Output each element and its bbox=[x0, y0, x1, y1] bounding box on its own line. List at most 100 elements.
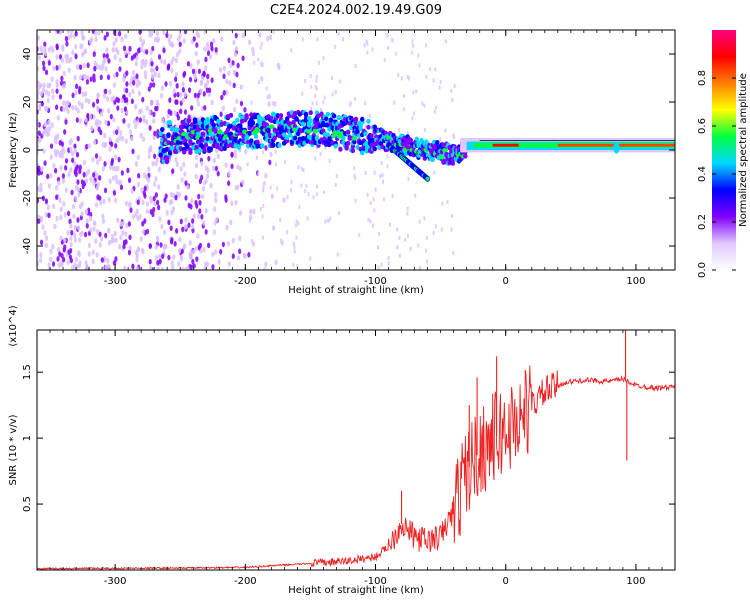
heatmap-cell bbox=[353, 116, 359, 122]
heatmap-cell bbox=[94, 238, 98, 244]
heatmap-cell bbox=[114, 174, 118, 181]
heatmap-cell bbox=[58, 54, 63, 60]
heatmap-cell bbox=[60, 57, 64, 64]
heatmap-cell bbox=[119, 221, 123, 227]
heatmap-cell bbox=[98, 155, 102, 162]
heatmap-cell bbox=[112, 41, 116, 47]
heatmap-cell bbox=[238, 235, 242, 242]
heatmap-cell bbox=[149, 100, 154, 106]
heatmap-cell bbox=[154, 105, 158, 112]
heatmap-cell bbox=[118, 30, 122, 37]
heatmap-cell bbox=[255, 143, 260, 149]
heatmap-cell bbox=[83, 48, 88, 55]
heatmap-cell bbox=[54, 167, 58, 174]
heatmap-cell bbox=[95, 118, 99, 125]
heatmap-cell bbox=[210, 99, 214, 106]
heatmap-cell bbox=[398, 235, 401, 240]
heatmap-cell bbox=[227, 171, 231, 177]
heatmap-cell bbox=[253, 61, 256, 66]
heatmap-cell bbox=[285, 116, 290, 122]
heatmap-cell bbox=[255, 155, 258, 160]
snr-x-axis-label: Height of straight line (km) bbox=[288, 585, 424, 596]
heatmap-cell bbox=[64, 164, 68, 171]
heatmap-cell bbox=[232, 69, 236, 76]
heatmap-cell bbox=[92, 180, 96, 186]
heatmap-cell bbox=[67, 171, 71, 178]
heatmap-cell bbox=[154, 244, 158, 250]
heatmap-cell bbox=[71, 49, 75, 56]
heatmap-cell bbox=[112, 94, 116, 101]
heatmap-cell bbox=[91, 156, 95, 163]
heatmap-cell bbox=[179, 218, 183, 225]
heatmap-cell bbox=[50, 122, 54, 128]
heatmap-cell bbox=[171, 168, 175, 174]
heatmap-cell bbox=[386, 164, 389, 169]
heatmap-cell bbox=[158, 216, 162, 222]
heatmap-cell bbox=[211, 251, 215, 258]
heatmap-cell bbox=[141, 58, 145, 65]
colorbar-tick-label: 0.0 bbox=[697, 262, 708, 278]
heatmap-cell bbox=[163, 229, 167, 235]
heatmap-cell bbox=[355, 128, 360, 134]
heatmap-cell bbox=[120, 97, 124, 104]
heatmap-cell bbox=[139, 132, 143, 139]
heatmap-cell bbox=[111, 165, 116, 172]
heatmap-cell bbox=[42, 82, 46, 89]
heatmap-cell bbox=[234, 199, 238, 206]
heatmap-cell bbox=[96, 159, 100, 165]
heatmap-cell bbox=[241, 32, 245, 39]
heatmap-cell bbox=[57, 262, 61, 268]
heatmap-cell bbox=[227, 70, 231, 77]
heatmap-cell bbox=[233, 51, 238, 58]
heatmap-cell bbox=[108, 89, 112, 95]
heatmap-cell bbox=[120, 107, 124, 114]
heatmap-cell bbox=[122, 118, 126, 124]
heatmap-cell bbox=[45, 126, 50, 133]
heatmap-cell bbox=[433, 170, 436, 175]
heatmap-cell bbox=[175, 83, 179, 89]
heatmap-cell bbox=[197, 193, 201, 200]
heatmap-cell bbox=[174, 57, 178, 64]
heatmap-cell bbox=[81, 183, 85, 190]
heatmap-cell bbox=[221, 105, 225, 112]
heatmap-cell bbox=[44, 198, 49, 204]
heatmap-cell bbox=[334, 44, 337, 49]
heatmap-cell bbox=[250, 120, 256, 126]
heatmap-cell bbox=[190, 198, 194, 204]
heatmap-cell bbox=[452, 250, 455, 255]
heatmap-cell bbox=[249, 209, 253, 215]
heatmap-cell bbox=[438, 85, 441, 90]
heatmap-cell bbox=[52, 65, 56, 71]
heatmap-cell bbox=[297, 221, 300, 226]
heatmap-cell bbox=[135, 256, 139, 263]
heatmap-cell bbox=[338, 143, 341, 148]
heatmap-cell bbox=[160, 266, 164, 270]
heatmap-cell bbox=[56, 256, 60, 262]
heatmap-cell bbox=[439, 80, 442, 85]
heatmap-cell bbox=[120, 36, 124, 43]
heatmap-cell bbox=[137, 80, 142, 86]
heatmap-cell bbox=[83, 91, 88, 97]
heatmap-cell bbox=[132, 118, 137, 125]
heatmap-cell bbox=[241, 55, 245, 62]
heatmap-cell bbox=[86, 62, 90, 69]
heatmap-cell bbox=[197, 68, 202, 75]
heatmap-cell bbox=[236, 184, 240, 190]
heatmap-cell bbox=[44, 235, 49, 241]
heatmap-cell bbox=[216, 170, 220, 177]
heatmap-cell bbox=[142, 190, 146, 196]
heatmap-cell bbox=[195, 256, 199, 262]
heatmap-cell bbox=[425, 248, 428, 253]
x-tick-label: 0 bbox=[503, 276, 509, 287]
heatmap-cell bbox=[75, 256, 79, 263]
heatmap-cell bbox=[132, 53, 136, 59]
heatmap-cell bbox=[124, 231, 128, 237]
heatmap-cell bbox=[158, 131, 163, 137]
heatmap-cell bbox=[145, 201, 150, 207]
colorbar-tick-label: 0.8 bbox=[697, 70, 708, 86]
heatmap-cell bbox=[338, 146, 343, 152]
heatmap-cell bbox=[187, 222, 191, 229]
heatmap-cell bbox=[67, 210, 71, 217]
heatmap-cell bbox=[169, 239, 174, 245]
heatmap-cell bbox=[310, 106, 313, 111]
